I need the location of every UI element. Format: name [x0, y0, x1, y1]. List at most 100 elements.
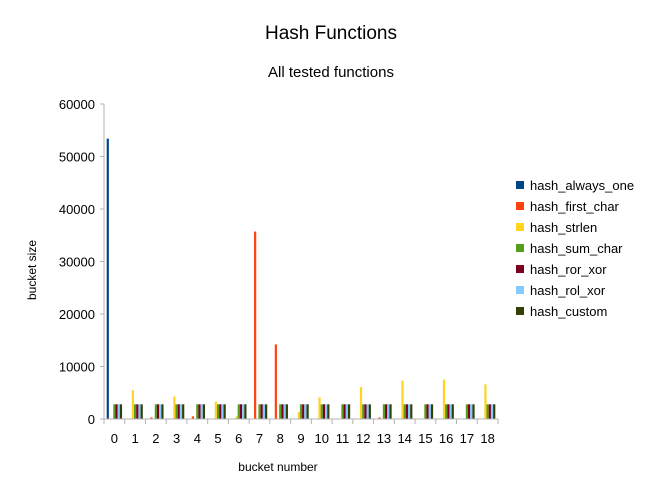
bar-hash_rol_xor-3 — [179, 404, 183, 419]
legend-label-hash_rol_xor: hash_rol_xor — [530, 283, 606, 298]
bar-hash_ror_xor-10 — [322, 404, 326, 419]
x-axis-ticks: 0 1 2 3 4 5 6 7 8 9 10 11 12 13 14 15 16 17 18 — [103, 419, 499, 446]
legend-swatch-hash_rol_xor — [516, 286, 524, 294]
bar-hash_custom-5 — [223, 404, 226, 419]
bar-hash_custom-14 — [410, 404, 413, 419]
bar-hash_sum_char-16 — [445, 404, 448, 419]
y-axis-ticks: 0 10000 20000 30000 40000 50000 60000 — [59, 97, 104, 427]
bar-hash_ror_xor-4 — [198, 404, 201, 419]
bar-hash_rol_xor-9 — [304, 404, 307, 419]
bar-hash_strlen-3 — [173, 396, 176, 419]
bar-hash_rol_xor-2 — [159, 404, 162, 419]
bar-hash_sum_char-0 — [113, 404, 116, 419]
bar-hash_custom-3 — [182, 404, 185, 419]
bar-hash_custom-11 — [347, 404, 351, 419]
x-tick-label: 14 — [397, 431, 411, 446]
bar-hash_strlen-14 — [401, 380, 404, 419]
chart-subtitle: All tested functions — [268, 64, 394, 81]
bar-hash_rol_xor-17 — [470, 404, 473, 419]
bar-hash_custom-17 — [472, 404, 475, 419]
bar-hash_sum_char-14 — [403, 404, 406, 419]
bar-hash_ror_xor-16 — [447, 404, 450, 419]
legend-swatch-hash_always_one — [516, 181, 524, 189]
x-tick-label: 11 — [336, 431, 350, 446]
bar-hash_ror_xor-17 — [467, 404, 471, 419]
legend-label-hash_first_char: hash_first_char — [530, 199, 620, 214]
bar-hash_custom-6 — [244, 404, 247, 419]
bar-hash_rol_xor-11 — [345, 404, 348, 419]
bar-hash_custom-2 — [161, 404, 164, 419]
x-tick-label: 15 — [418, 431, 432, 446]
bar-hash_rol_xor-6 — [242, 404, 245, 419]
y-axis-label: bucket size — [25, 240, 39, 300]
bar-hash_strlen-1 — [131, 390, 135, 419]
bar-hash_rol_xor-7 — [262, 404, 266, 419]
bar-hash_rol_xor-14 — [407, 404, 411, 419]
bar-hash_ror_xor-11 — [343, 404, 346, 419]
bar-hash_sum_char-9 — [299, 404, 303, 419]
bar-hash_rol_xor-12 — [366, 404, 369, 419]
x-tick-label: 3 — [173, 431, 180, 446]
bar-hash_strlen-9 — [297, 412, 300, 419]
x-axis-label: bucket number — [238, 460, 317, 474]
bar-hash_rol_xor-13 — [387, 404, 390, 419]
bar-hash_first_char-2 — [150, 417, 153, 419]
x-tick-label: 17 — [460, 431, 474, 446]
y-tick-label: 20000 — [59, 307, 95, 322]
x-tick-label: 1 — [131, 431, 138, 446]
bar-hash_ror_xor-1 — [136, 404, 139, 419]
bar-hash_ror_xor-5 — [219, 404, 222, 419]
bar-hash_strlen-10 — [318, 397, 321, 419]
x-tick-label: 5 — [214, 431, 221, 446]
y-tick-label: 30000 — [59, 255, 95, 270]
bar-hash_rol_xor-5 — [221, 404, 224, 419]
bar-hash_sum_char-4 — [196, 404, 199, 419]
legend-swatch-hash_first_char — [516, 202, 524, 210]
legend-swatch-hash_custom — [516, 307, 524, 315]
bar-hash_custom-8 — [285, 404, 288, 419]
bar-hash_custom-0 — [119, 404, 123, 419]
bar-hash_first_char-7 — [254, 231, 257, 419]
y-tick-label: 10000 — [59, 360, 95, 375]
bar-hash_first_char-8 — [274, 344, 277, 419]
bar-hash_custom-7 — [265, 404, 268, 419]
bar-hash_sum_char-8 — [279, 404, 282, 419]
bar-hash_ror_xor-18 — [488, 404, 491, 419]
y-tick-label: 40000 — [59, 202, 95, 217]
legend-label-hash_sum_char: hash_sum_char — [530, 241, 623, 256]
bar-hash_ror_xor-6 — [239, 404, 243, 419]
x-tick-label: 0 — [111, 431, 118, 446]
bar-hash_ror_xor-14 — [405, 404, 408, 419]
bar-hash_sum_char-15 — [424, 404, 427, 419]
bar-hash_strlen-6 — [235, 416, 238, 419]
bar-hash_ror_xor-0 — [115, 404, 118, 419]
bar-hash_first_char-13 — [378, 417, 381, 419]
y-tick-label: 60000 — [59, 97, 95, 112]
bar-hash_custom-10 — [327, 404, 330, 419]
bar-hash_rol_xor-18 — [490, 404, 494, 419]
bar-hash_sum_char-7 — [258, 404, 261, 419]
x-tick-label: 6 — [235, 431, 242, 446]
bar-hash_sum_char-1 — [134, 404, 137, 419]
x-tick-label: 8 — [277, 431, 284, 446]
x-tick-label: 16 — [439, 431, 453, 446]
bar-hash_custom-9 — [306, 404, 309, 419]
legend-label-hash_ror_xor: hash_ror_xor — [530, 262, 607, 277]
bar-hash_rol_xor-10 — [325, 404, 328, 419]
x-tick-label: 7 — [256, 431, 263, 446]
bar-hash_ror_xor-8 — [281, 404, 284, 419]
bars — [106, 138, 496, 419]
bar-hash_sum_char-6 — [237, 404, 240, 419]
legend-label-hash_always_one: hash_always_one — [530, 178, 634, 193]
bar-hash_sum_char-11 — [341, 404, 344, 419]
bar-hash_ror_xor-13 — [385, 404, 388, 419]
bar-hash_custom-18 — [493, 404, 496, 419]
x-tick-label: 18 — [480, 431, 494, 446]
x-tick-label: 12 — [356, 431, 370, 446]
bar-hash_strlen-18 — [484, 384, 487, 419]
chart-title: Hash Functions — [265, 23, 397, 44]
bar-hash_ror_xor-12 — [364, 404, 367, 419]
bar-hash_ror_xor-15 — [426, 404, 429, 419]
